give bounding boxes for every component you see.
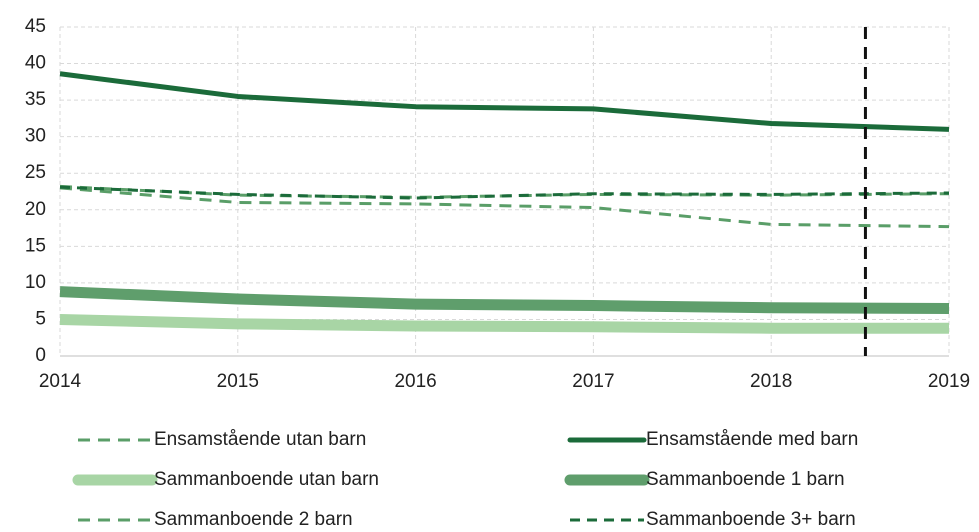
series-line xyxy=(59,71,950,132)
y-tick-label: 35 xyxy=(25,89,46,110)
x-tick-label: 2019 xyxy=(928,371,970,392)
y-tick-label: 40 xyxy=(25,53,46,74)
series-line xyxy=(59,186,950,229)
y-tick-label: 15 xyxy=(25,235,46,256)
x-tick-label: 2015 xyxy=(217,371,259,392)
legend-label: Sammanboende utan barn xyxy=(154,469,379,490)
y-tick-label: 30 xyxy=(25,126,46,147)
series-line xyxy=(59,286,950,314)
y-tick-label: 5 xyxy=(35,308,46,329)
x-tick-label: 2017 xyxy=(572,371,614,392)
y-tick-label: 0 xyxy=(35,345,46,366)
y-tick-label: 25 xyxy=(25,162,46,183)
series-line xyxy=(59,313,949,334)
legend-label: Sammanboende 2 barn xyxy=(154,509,353,530)
legend-label: Ensamstående med barn xyxy=(646,429,858,450)
legend-label: Sammanboende 1 barn xyxy=(646,469,845,490)
x-tick-label: 2018 xyxy=(750,371,792,392)
y-tick-label: 10 xyxy=(25,272,46,293)
y-tick-label: 20 xyxy=(25,199,46,220)
series-line xyxy=(59,185,950,200)
x-tick-label: 2016 xyxy=(394,371,436,392)
legend-label: Sammanboende 3+ barn xyxy=(646,509,856,530)
legend-label: Ensamstående utan barn xyxy=(154,429,366,450)
y-tick-label: 45 xyxy=(25,16,46,37)
x-tick-label: 2014 xyxy=(39,371,82,392)
